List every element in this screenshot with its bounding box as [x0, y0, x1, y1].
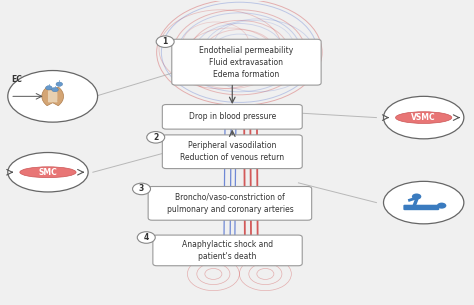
Wedge shape [42, 87, 57, 106]
Text: 4: 4 [144, 233, 149, 242]
Ellipse shape [8, 152, 88, 192]
Wedge shape [48, 87, 64, 106]
Circle shape [52, 88, 58, 92]
Circle shape [137, 232, 155, 243]
Text: SMC: SMC [38, 168, 57, 177]
Ellipse shape [396, 112, 452, 124]
Text: Broncho/vaso-constriction of
pulmonary and coronary arteries: Broncho/vaso-constriction of pulmonary a… [166, 193, 293, 214]
Circle shape [147, 131, 164, 143]
Text: 1: 1 [163, 37, 168, 46]
Ellipse shape [20, 167, 76, 178]
Ellipse shape [383, 96, 464, 139]
FancyBboxPatch shape [148, 186, 312, 220]
FancyBboxPatch shape [403, 205, 439, 210]
Text: Anaphylactic shock and
patient's death: Anaphylactic shock and patient's death [182, 240, 273, 261]
FancyBboxPatch shape [162, 135, 302, 169]
Text: 3: 3 [139, 185, 144, 193]
Circle shape [437, 203, 447, 209]
Text: VSMC: VSMC [411, 113, 436, 122]
Text: Peripheral vasodilation
Reduction of venous return: Peripheral vasodilation Reduction of ven… [180, 141, 284, 162]
Text: Endothelial permeability
Fluid extravasation
Edema formation: Endothelial permeability Fluid extravasa… [200, 45, 293, 79]
Circle shape [133, 183, 151, 195]
Text: EC: EC [11, 75, 22, 84]
Ellipse shape [383, 181, 464, 224]
Circle shape [156, 36, 174, 48]
Circle shape [412, 193, 421, 199]
Text: 2: 2 [153, 133, 158, 142]
Ellipse shape [8, 70, 98, 122]
FancyBboxPatch shape [48, 90, 57, 102]
FancyBboxPatch shape [172, 39, 321, 85]
Circle shape [46, 86, 52, 90]
Text: Drop in blood pressure: Drop in blood pressure [189, 112, 276, 121]
FancyBboxPatch shape [162, 105, 302, 129]
FancyBboxPatch shape [153, 235, 302, 266]
Circle shape [56, 82, 63, 86]
